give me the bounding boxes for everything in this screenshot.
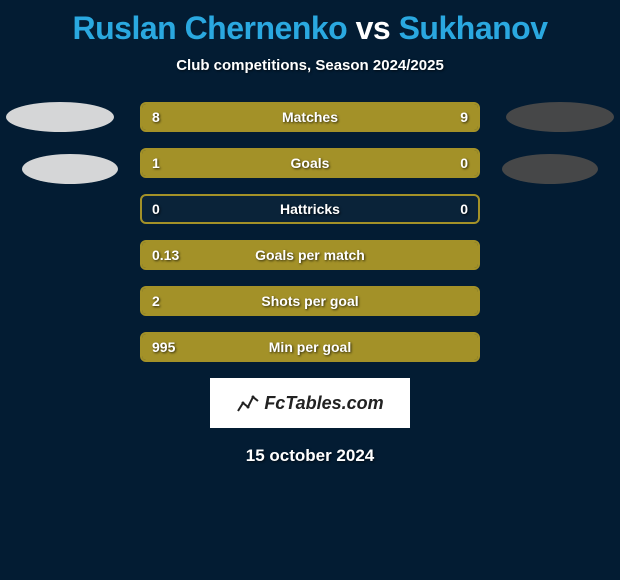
vs-text: vs (356, 10, 391, 46)
bar-label: Min per goal (269, 339, 351, 355)
bar-label: Shots per goal (261, 293, 358, 309)
bar-value-left: 2 (152, 293, 160, 309)
chart-icon (236, 391, 260, 415)
logo-text: FcTables.com (264, 393, 383, 414)
bar-row: 1 Goals 0 (140, 148, 480, 178)
bar-value-left: 995 (152, 339, 175, 355)
bar-label: Hattricks (280, 201, 340, 217)
player2-ellipse-2 (502, 154, 598, 184)
date-text: 15 october 2024 (0, 446, 620, 466)
player2-ellipse-1 (506, 102, 614, 132)
bar-value-left: 0.13 (152, 247, 179, 263)
fctables-logo: FcTables.com (210, 378, 410, 428)
subtitle: Club competitions, Season 2024/2025 (0, 57, 620, 74)
bar-value-left: 1 (152, 155, 160, 171)
bar-label: Matches (282, 109, 338, 125)
bar-label: Goals (291, 155, 330, 171)
bar-row: 8 Matches 9 (140, 102, 480, 132)
bars-container: 8 Matches 9 1 Goals 0 0 Hattricks 0 0.13 Goals per… (140, 102, 480, 362)
bar-value-left: 8 (152, 109, 160, 125)
bar-row: 0.13 Goals per match (140, 240, 480, 270)
bar-value-right: 0 (460, 201, 468, 217)
player1-ellipse-1 (6, 102, 114, 132)
bar-row: 0 Hattricks 0 (140, 194, 480, 224)
page-title: Ruslan Chernenko vs Sukhanov (0, 0, 620, 47)
bar-value-left: 0 (152, 201, 160, 217)
comparison-chart: 8 Matches 9 1 Goals 0 0 Hattricks 0 0.13 Goals per… (0, 102, 620, 362)
bar-row: 995 Min per goal (140, 332, 480, 362)
bar-value-right: 9 (460, 109, 468, 125)
bar-row: 2 Shots per goal (140, 286, 480, 316)
player1-ellipse-2 (22, 154, 118, 184)
player2-name: Sukhanov (399, 10, 548, 46)
bar-value-right: 0 (460, 155, 468, 171)
bar-label: Goals per match (255, 247, 365, 263)
player1-name: Ruslan Chernenko (72, 10, 347, 46)
